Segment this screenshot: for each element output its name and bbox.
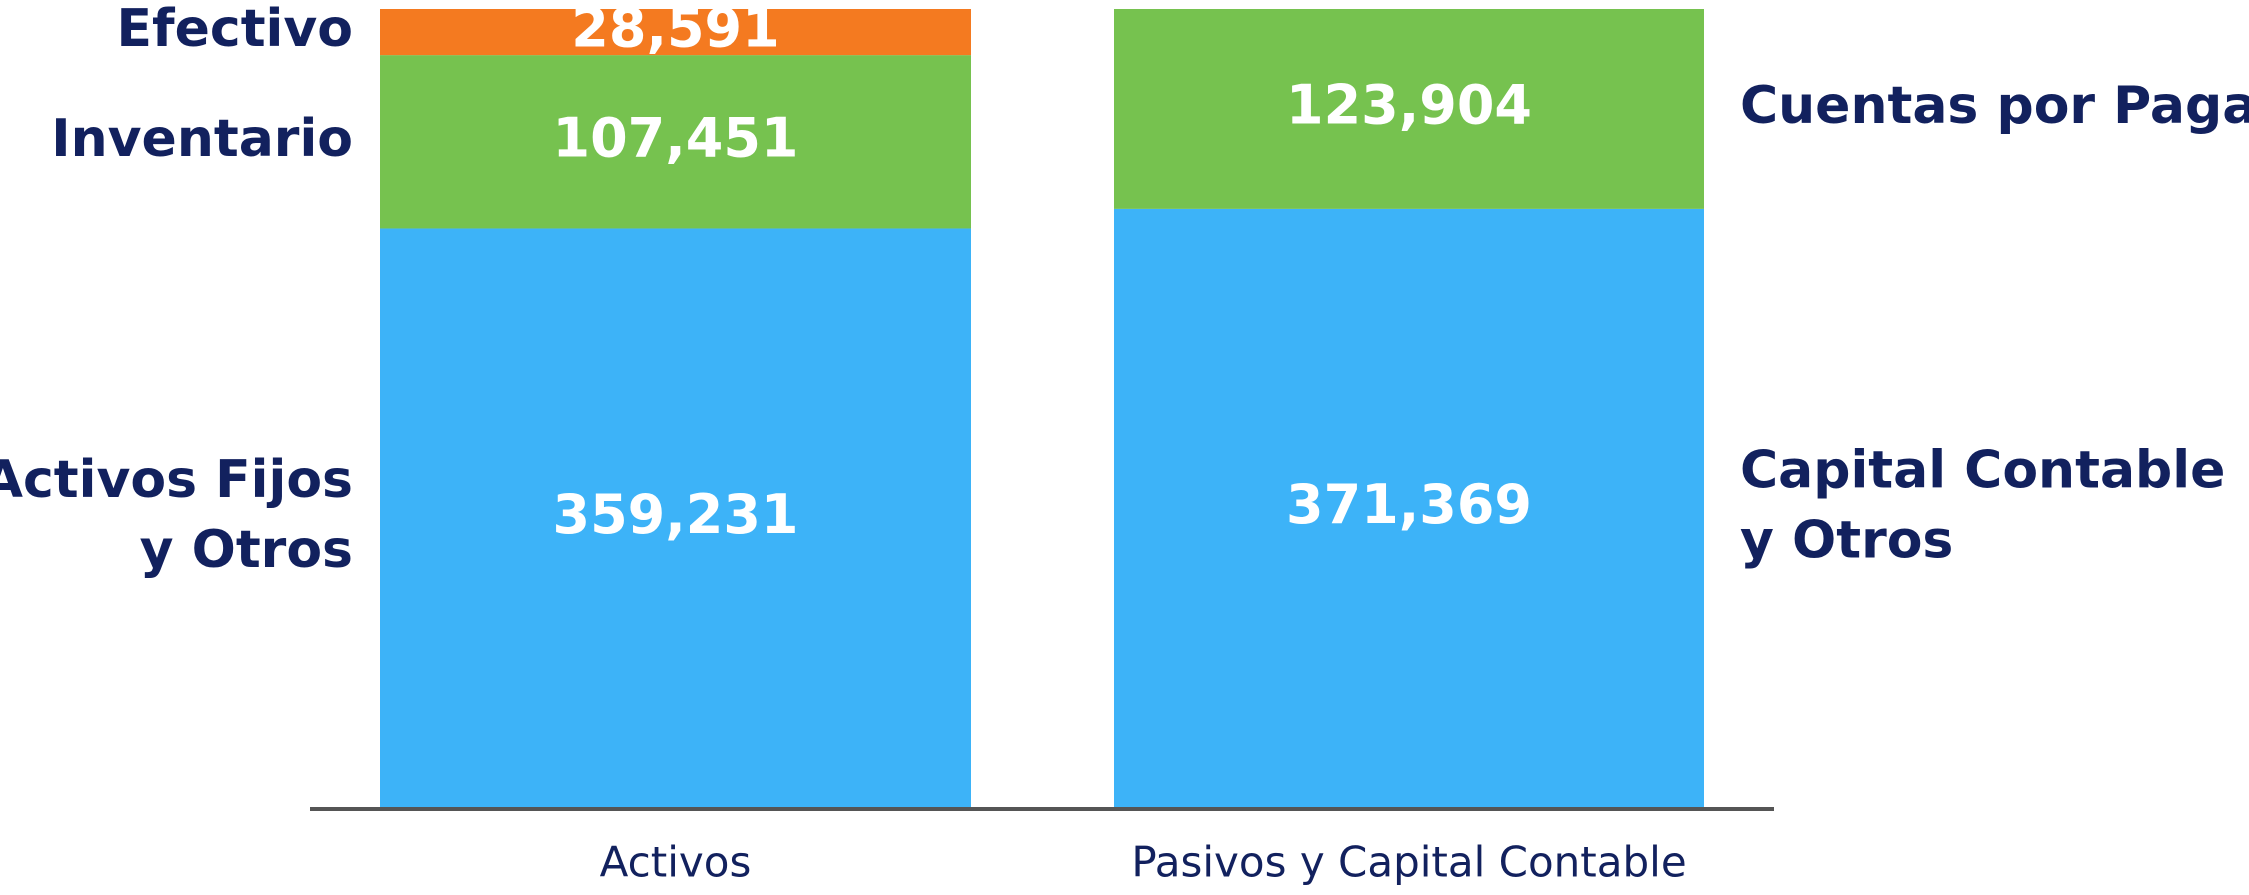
segment-label: Activos Fijos xyxy=(0,450,353,510)
x-tick-label: Pasivos y Capital Contable xyxy=(1131,838,1686,887)
segment-label: y Otros xyxy=(140,520,353,580)
x-tick-label: Activos xyxy=(600,838,752,887)
value-label: 359,231 xyxy=(553,483,799,546)
bar-segment xyxy=(380,9,971,56)
segment-label: Inventario xyxy=(51,109,353,169)
value-label: 123,904 xyxy=(1286,74,1532,137)
bar-segment xyxy=(380,228,971,809)
bar-segment xyxy=(1114,208,1704,809)
segment-label: Cuentas por Pagar xyxy=(1740,76,2249,136)
bar-segment xyxy=(1114,9,1704,209)
value-label: 371,369 xyxy=(1286,473,1532,536)
segment-label: y Otros xyxy=(1740,510,1953,570)
bar-segment xyxy=(380,55,971,229)
segment-label: Efectivo xyxy=(116,0,353,59)
value-label: 28,591 xyxy=(571,0,779,60)
value-label: 107,451 xyxy=(553,106,799,169)
segment-label: Capital Contable xyxy=(1740,440,2225,500)
